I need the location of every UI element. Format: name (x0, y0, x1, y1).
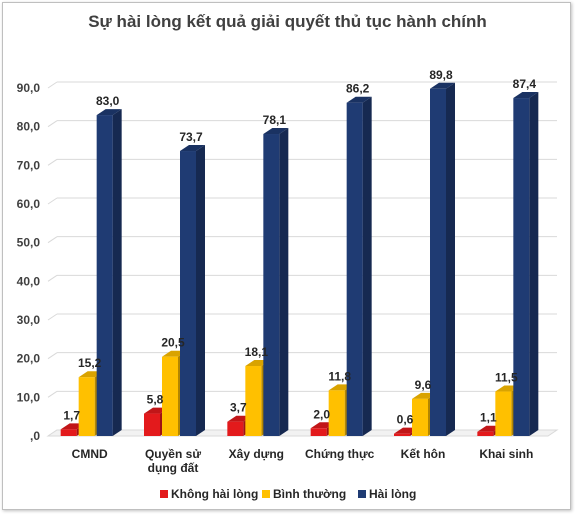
data-label: 11,5 (495, 371, 518, 385)
x-tick-label: CMND (72, 447, 108, 461)
bar (96, 109, 122, 437)
bar-front (144, 413, 160, 436)
x-tick-label: Khai sinh (479, 447, 533, 461)
bar (263, 128, 289, 436)
gridline-side (47, 390, 58, 398)
bar-front (60, 429, 77, 436)
bar-top (96, 109, 122, 116)
legend-label: Không hài lòng (171, 487, 258, 501)
bar-front (477, 431, 494, 436)
legend-swatch (160, 490, 168, 498)
data-label: 1,1 (480, 411, 497, 425)
data-label: 87,4 (513, 77, 537, 91)
data-label: 0,6 (397, 413, 414, 427)
y-tick-label: 10,0 (17, 390, 41, 404)
bar (430, 82, 455, 437)
data-label: 83,0 (96, 94, 120, 108)
bar-top (263, 128, 289, 135)
bar-front (394, 433, 410, 436)
bar (180, 145, 205, 436)
bar-side (112, 109, 122, 437)
data-label: 11,8 (328, 369, 351, 383)
bar-front (78, 377, 95, 436)
data-label: 9,6 (415, 378, 432, 392)
gridline-side (47, 120, 58, 128)
bar-layer (60, 82, 539, 437)
gridline-side (47, 236, 58, 244)
y-tick-label: 60,0 (17, 197, 41, 211)
data-label: 2,0 (313, 407, 330, 421)
label-layer: 1,7 15,2 83,0 CMND 5,8 20,5 73,7 Quyền sử dụng đ… (63, 68, 536, 475)
bar-front (328, 390, 345, 436)
bar-front (412, 398, 428, 436)
y-tick-label: 20,0 (17, 352, 41, 366)
y-tick-label: 50,0 (17, 236, 41, 250)
bar-top (430, 82, 455, 89)
legend-swatch (262, 490, 270, 498)
gridline-side (47, 274, 58, 282)
bar-front (346, 102, 363, 437)
y-tick-label: 90,0 (17, 81, 41, 95)
data-label: 78,1 (263, 113, 287, 127)
x-tick-label: Quyền sử dụng đất (145, 447, 201, 475)
gridline-side (47, 352, 58, 360)
legend-swatch (358, 490, 366, 498)
bar-side (196, 145, 205, 436)
data-label: 18,1 (245, 345, 269, 359)
gridline-side (47, 313, 58, 321)
x-tick-label: Kết hôn (401, 447, 446, 461)
bar (513, 92, 539, 436)
bar-front (96, 115, 113, 437)
bar-top (180, 145, 205, 152)
data-label: 89,8 (429, 68, 453, 82)
bar-front (263, 134, 280, 436)
bar-front (495, 391, 512, 436)
bar-front (310, 428, 327, 436)
data-label: 5,8 (147, 393, 164, 407)
gridline-side (47, 81, 58, 89)
bar-front (162, 356, 178, 436)
y-tick-label: 70,0 (17, 158, 41, 172)
y-tick-label: 80,0 (17, 120, 41, 134)
legend-label: Hài lòng (369, 487, 416, 501)
bar-front (227, 421, 244, 436)
gridline-side (47, 197, 58, 205)
bar-front (513, 98, 530, 436)
bar-side (362, 96, 372, 437)
bar-front (180, 151, 196, 436)
y-tick-label: 30,0 (17, 313, 41, 327)
bar-top (346, 96, 372, 103)
data-label: 1,7 (63, 408, 80, 422)
chart-title: Sự hài lòng kết quả giải quyết thủ tục h… (88, 12, 487, 31)
bar-top (513, 92, 539, 99)
x-tick-label: Chứng thực (305, 447, 375, 461)
data-label: 86,2 (346, 82, 370, 96)
y-tick-label: ,0 (30, 429, 40, 443)
data-label: 20,5 (161, 336, 185, 350)
bar (346, 96, 372, 437)
data-label: 3,7 (230, 401, 247, 415)
gridline-side (47, 158, 58, 166)
x-tick-label: Xây dựng (229, 447, 284, 461)
bar-front (245, 366, 262, 436)
data-label: 73,7 (179, 130, 203, 144)
bar-side (279, 128, 289, 436)
legend: Không hài lòng Bình thường Hài lòng (160, 487, 416, 501)
data-label: 15,2 (78, 356, 102, 370)
bar-side (446, 82, 455, 437)
bar-side (529, 92, 539, 436)
legend-item: Không hài lòng (160, 487, 258, 501)
bar-front (430, 88, 446, 437)
legend-item: Bình thường (262, 487, 346, 501)
legend-item: Hài lòng (358, 487, 416, 501)
legend-label: Bình thường (273, 487, 346, 501)
y-tick-label: 40,0 (17, 274, 41, 288)
